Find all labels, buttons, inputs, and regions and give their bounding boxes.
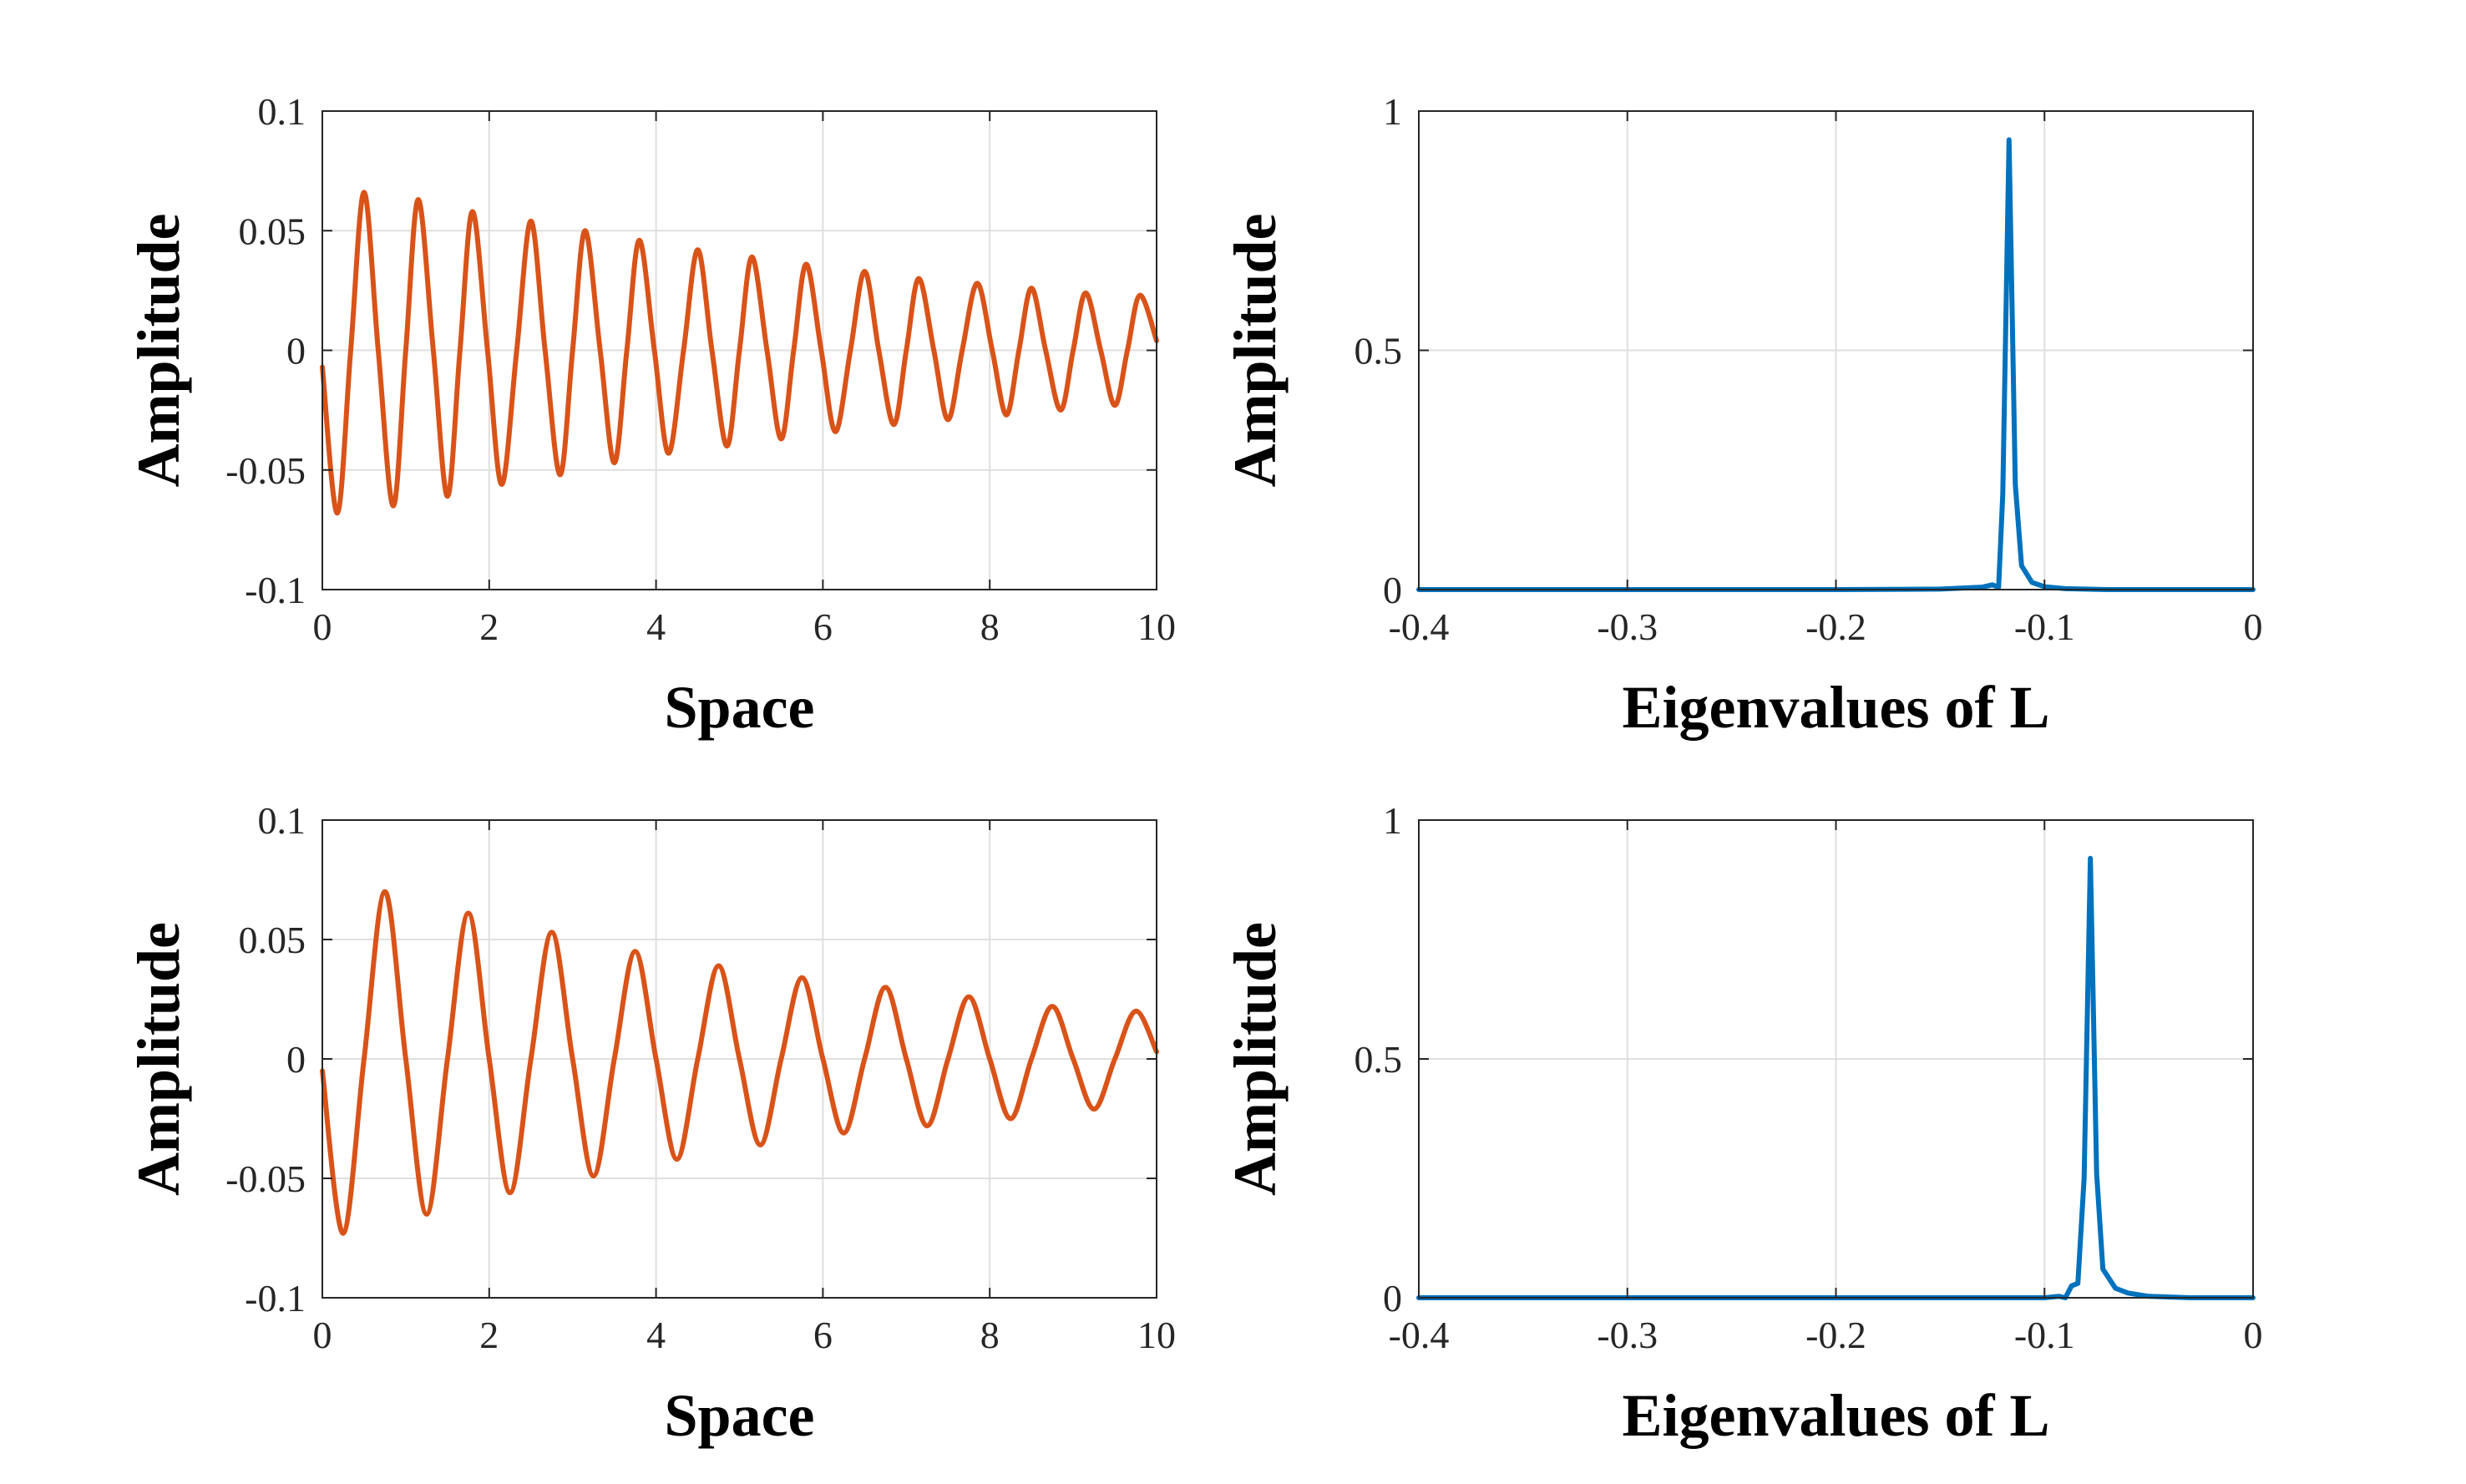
- y-tick-label: 0.1: [258, 90, 306, 133]
- x-tick-label: 0: [313, 605, 332, 648]
- y-tick-label: 0.05: [239, 919, 306, 961]
- y-axis-label: Amplitude: [1222, 922, 1289, 1196]
- x-axis-label: Eigenvalues of L: [1622, 674, 2049, 741]
- y-tick-label: 0: [1383, 569, 1402, 611]
- y-tick-label: 1: [1383, 799, 1402, 842]
- x-tick-label: 10: [1137, 605, 1176, 648]
- y-axis-label: Amplitude: [1222, 213, 1289, 487]
- x-tick-label: -0.1: [2014, 1314, 2075, 1356]
- y-tick-label: 0.5: [1355, 1038, 1403, 1081]
- x-axis-label: Space: [665, 674, 815, 741]
- x-tick-label: 0: [313, 1314, 332, 1356]
- x-tick-label: 10: [1137, 1314, 1176, 1356]
- data-line: [1416, 137, 2256, 592]
- x-tick-label: -0.2: [1805, 605, 1866, 648]
- x-axis-label: Space: [665, 1382, 815, 1449]
- y-tick-label: 0: [286, 330, 306, 372]
- x-tick-label: -0.4: [1389, 1314, 1450, 1356]
- x-tick-label: -0.3: [1597, 1314, 1658, 1356]
- y-tick-label: 1: [1383, 90, 1402, 133]
- x-tick-label: 2: [479, 605, 499, 648]
- x-tick-label: -0.4: [1389, 605, 1450, 648]
- x-tick-label: 8: [980, 605, 1000, 648]
- y-tick-label: -0.1: [245, 1277, 306, 1319]
- x-tick-label: 0: [2244, 1314, 2263, 1356]
- x-tick-label: 8: [980, 1314, 1000, 1356]
- data-line: [1416, 855, 2256, 1300]
- x-tick-label: 6: [813, 605, 833, 648]
- x-tick-label: 0: [2244, 605, 2263, 648]
- y-tick-label: 0.05: [239, 210, 306, 252]
- data-line: [320, 889, 1159, 1236]
- y-tick-label: 0: [286, 1038, 306, 1081]
- y-tick-label: 0.1: [258, 799, 306, 842]
- y-axis-label: Amplitude: [125, 213, 192, 487]
- x-tick-label: -0.3: [1597, 605, 1658, 648]
- y-tick-label: -0.1: [245, 569, 306, 611]
- x-tick-label: 4: [646, 1314, 666, 1356]
- x-axis-label: Eigenvalues of L: [1622, 1382, 2049, 1449]
- x-tick-label: 6: [813, 1314, 833, 1356]
- x-tick-label: 4: [646, 605, 666, 648]
- data-line: [320, 190, 1159, 516]
- x-tick-label: -0.1: [2014, 605, 2075, 648]
- y-axis-label: Amplitude: [125, 922, 192, 1196]
- y-tick-label: 0.5: [1355, 330, 1403, 372]
- y-tick-label: -0.05: [225, 449, 306, 492]
- x-tick-label: 2: [479, 1314, 499, 1356]
- y-tick-label: -0.05: [225, 1157, 306, 1200]
- x-tick-label: -0.2: [1805, 1314, 1866, 1356]
- y-tick-label: 0: [1383, 1277, 1402, 1319]
